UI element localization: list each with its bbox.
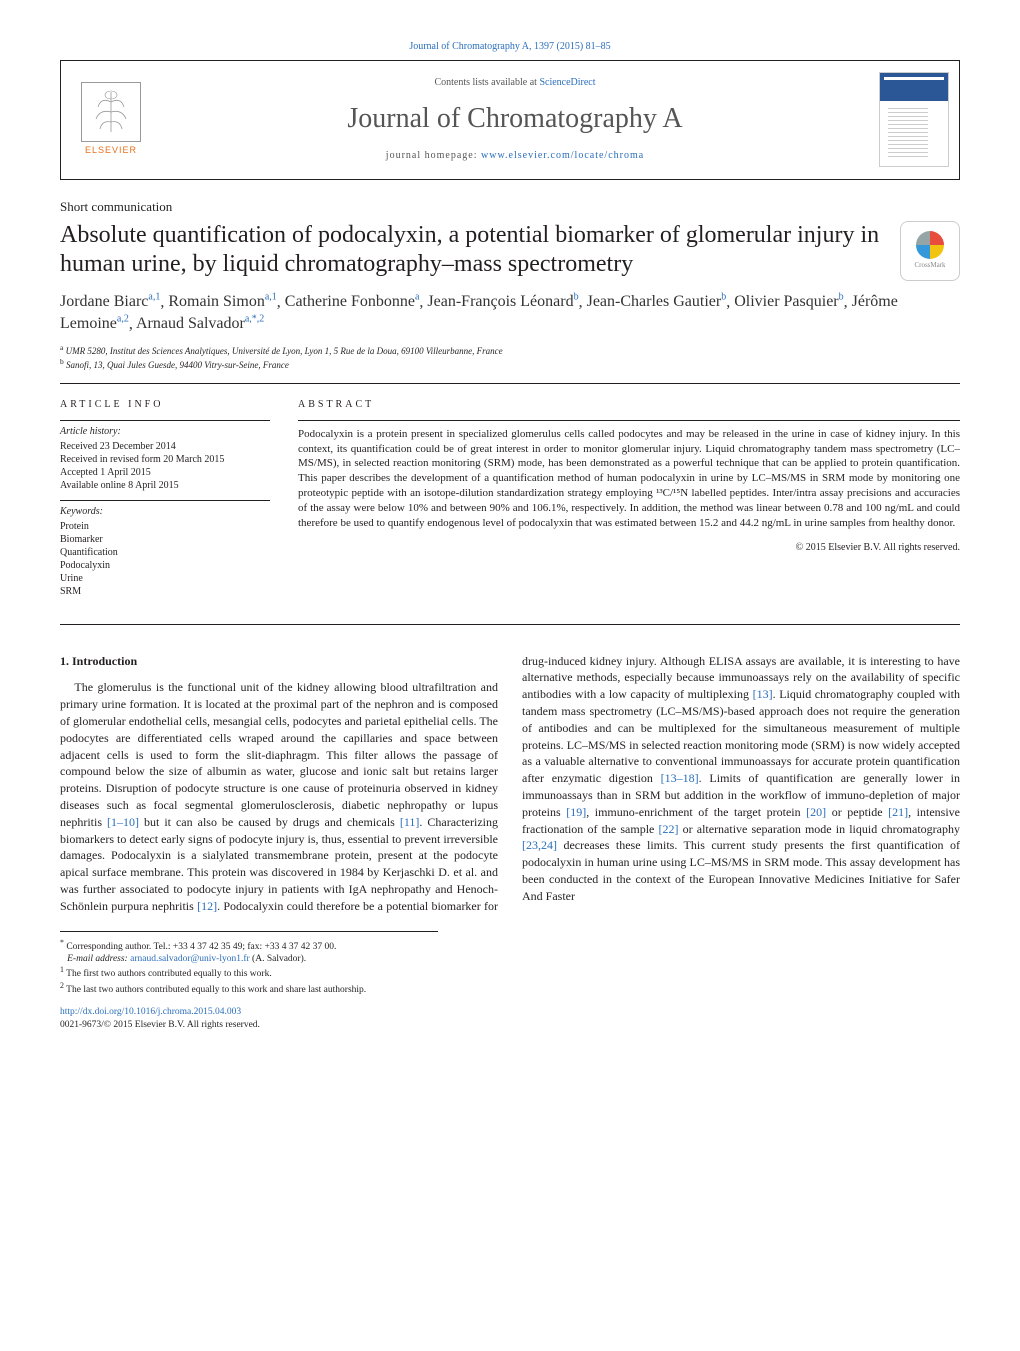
homepage-link[interactable]: www.elsevier.com/locate/chroma <box>481 150 644 161</box>
author: Jordane Biarca,1 <box>60 293 160 310</box>
affiliations: a UMR 5280, Institut des Sciences Analyt… <box>60 343 960 384</box>
keyword: Quantification <box>60 546 270 559</box>
citation-link[interactable]: [1–10] <box>107 815 139 829</box>
article-info-column: article info Article history: Received 2… <box>60 398 270 606</box>
homepage-prefix: journal homepage: <box>386 150 481 161</box>
article-type: Short communication <box>60 198 960 216</box>
crossmark-icon <box>916 231 944 259</box>
banner-center: Contents lists available at ScienceDirec… <box>151 76 879 163</box>
abstract-copyright: © 2015 Elsevier B.V. All rights reserved… <box>298 541 960 555</box>
keyword: Podocalyxin <box>60 559 270 572</box>
email-footnote: E-mail address: arnaud.salvador@univ-lyo… <box>60 953 438 965</box>
author: Romain Simona,1 <box>168 293 276 310</box>
citation-link[interactable]: [20] <box>806 805 826 819</box>
citation-link[interactable]: [22] <box>658 822 678 836</box>
citation-link[interactable]: [11] <box>400 815 420 829</box>
keywords-group: Keywords: Protein Biomarker Quantificati… <box>60 500 270 598</box>
author: Jean-Charles Gautierb <box>587 293 727 310</box>
doi-link[interactable]: http://dx.doi.org/10.1016/j.chroma.2015.… <box>60 1007 241 1017</box>
abstract-heading: abstract <box>298 398 960 412</box>
history-label: Article history: <box>60 425 270 438</box>
email-link[interactable]: arnaud.salvador@univ-lyon1.fr <box>130 954 250 964</box>
article-info-heading: article info <box>60 398 270 412</box>
issn-copyright: 0021-9673/© 2015 Elsevier B.V. All right… <box>60 1020 260 1030</box>
journal-citation-link[interactable]: Journal of Chromatography A, 1397 (2015)… <box>409 41 610 52</box>
journal-title: Journal of Chromatography A <box>151 100 879 138</box>
revised-date: Received in revised form 20 March 2015 <box>60 453 270 466</box>
authors-list: Jordane Biarca,1, Romain Simona,1, Cathe… <box>60 291 960 335</box>
keywords-label: Keywords: <box>60 505 270 518</box>
online-date: Available online 8 April 2015 <box>60 479 270 492</box>
keyword: Biomarker <box>60 533 270 546</box>
homepage-line: journal homepage: www.elsevier.com/locat… <box>151 149 879 163</box>
article-title: Absolute quantification of podocalyxin, … <box>60 221 880 279</box>
author: Jean-François Léonardb <box>427 293 578 310</box>
crossmark-label: CrossMark <box>914 261 945 270</box>
corresponding-footnote: * Corresponding author. Tel.: +33 4 37 4… <box>60 938 438 954</box>
publisher-name: ELSEVIER <box>85 144 137 156</box>
article-history-group: Article history: Received 23 December 20… <box>60 420 270 492</box>
doi-issn-block: http://dx.doi.org/10.1016/j.chroma.2015.… <box>60 1006 960 1032</box>
footnotes: * Corresponding author. Tel.: +33 4 37 4… <box>60 931 438 997</box>
footnote-1: 1 The first two authors contributed equa… <box>60 965 438 981</box>
citation-link[interactable]: [13–18] <box>661 771 699 785</box>
journal-banner-box: ELSEVIER Contents lists available at Sci… <box>60 60 960 180</box>
citation-link[interactable]: [19] <box>566 805 586 819</box>
abstract-column: abstract Podocalyxin is a protein presen… <box>298 398 960 606</box>
keyword: Protein <box>60 520 270 533</box>
citation-link[interactable]: [12] <box>197 899 217 913</box>
author: Arnaud Salvadora,*,2 <box>136 315 264 332</box>
citation-link[interactable]: [23,24] <box>522 838 557 852</box>
crossmark-badge[interactable]: CrossMark <box>900 221 960 281</box>
abstract-text: Podocalyxin is a protein present in spec… <box>298 420 960 531</box>
footnote-2: 2 The last two authors contributed equal… <box>60 981 438 997</box>
contents-available-line: Contents lists available at ScienceDirec… <box>151 76 879 90</box>
affiliation-b: b Sanofi, 13, Quai Jules Guesde, 94400 V… <box>60 357 960 371</box>
author: Catherine Fonbonnea <box>285 293 420 310</box>
elsevier-tree-icon <box>81 82 141 142</box>
journal-citation: Journal of Chromatography A, 1397 (2015)… <box>60 40 960 54</box>
journal-cover-thumbnail <box>879 72 949 167</box>
accepted-date: Accepted 1 April 2015 <box>60 466 270 479</box>
keyword: Urine <box>60 572 270 585</box>
body-two-column: 1. Introduction The glomerulus is the fu… <box>60 653 960 915</box>
citation-link[interactable]: [13] <box>753 687 773 701</box>
keyword: SRM <box>60 585 270 598</box>
intro-paragraph: The glomerulus is the functional unit of… <box>60 653 960 915</box>
contents-prefix: Contents lists available at <box>434 77 539 88</box>
author: Olivier Pasquierb <box>734 293 843 310</box>
publisher-logo: ELSEVIER <box>71 82 151 156</box>
sciencedirect-link[interactable]: ScienceDirect <box>539 77 595 88</box>
section-heading: 1. Introduction <box>60 653 498 670</box>
received-date: Received 23 December 2014 <box>60 440 270 453</box>
citation-link[interactable]: [21] <box>888 805 908 819</box>
affiliation-a: a UMR 5280, Institut des Sciences Analyt… <box>60 343 960 357</box>
